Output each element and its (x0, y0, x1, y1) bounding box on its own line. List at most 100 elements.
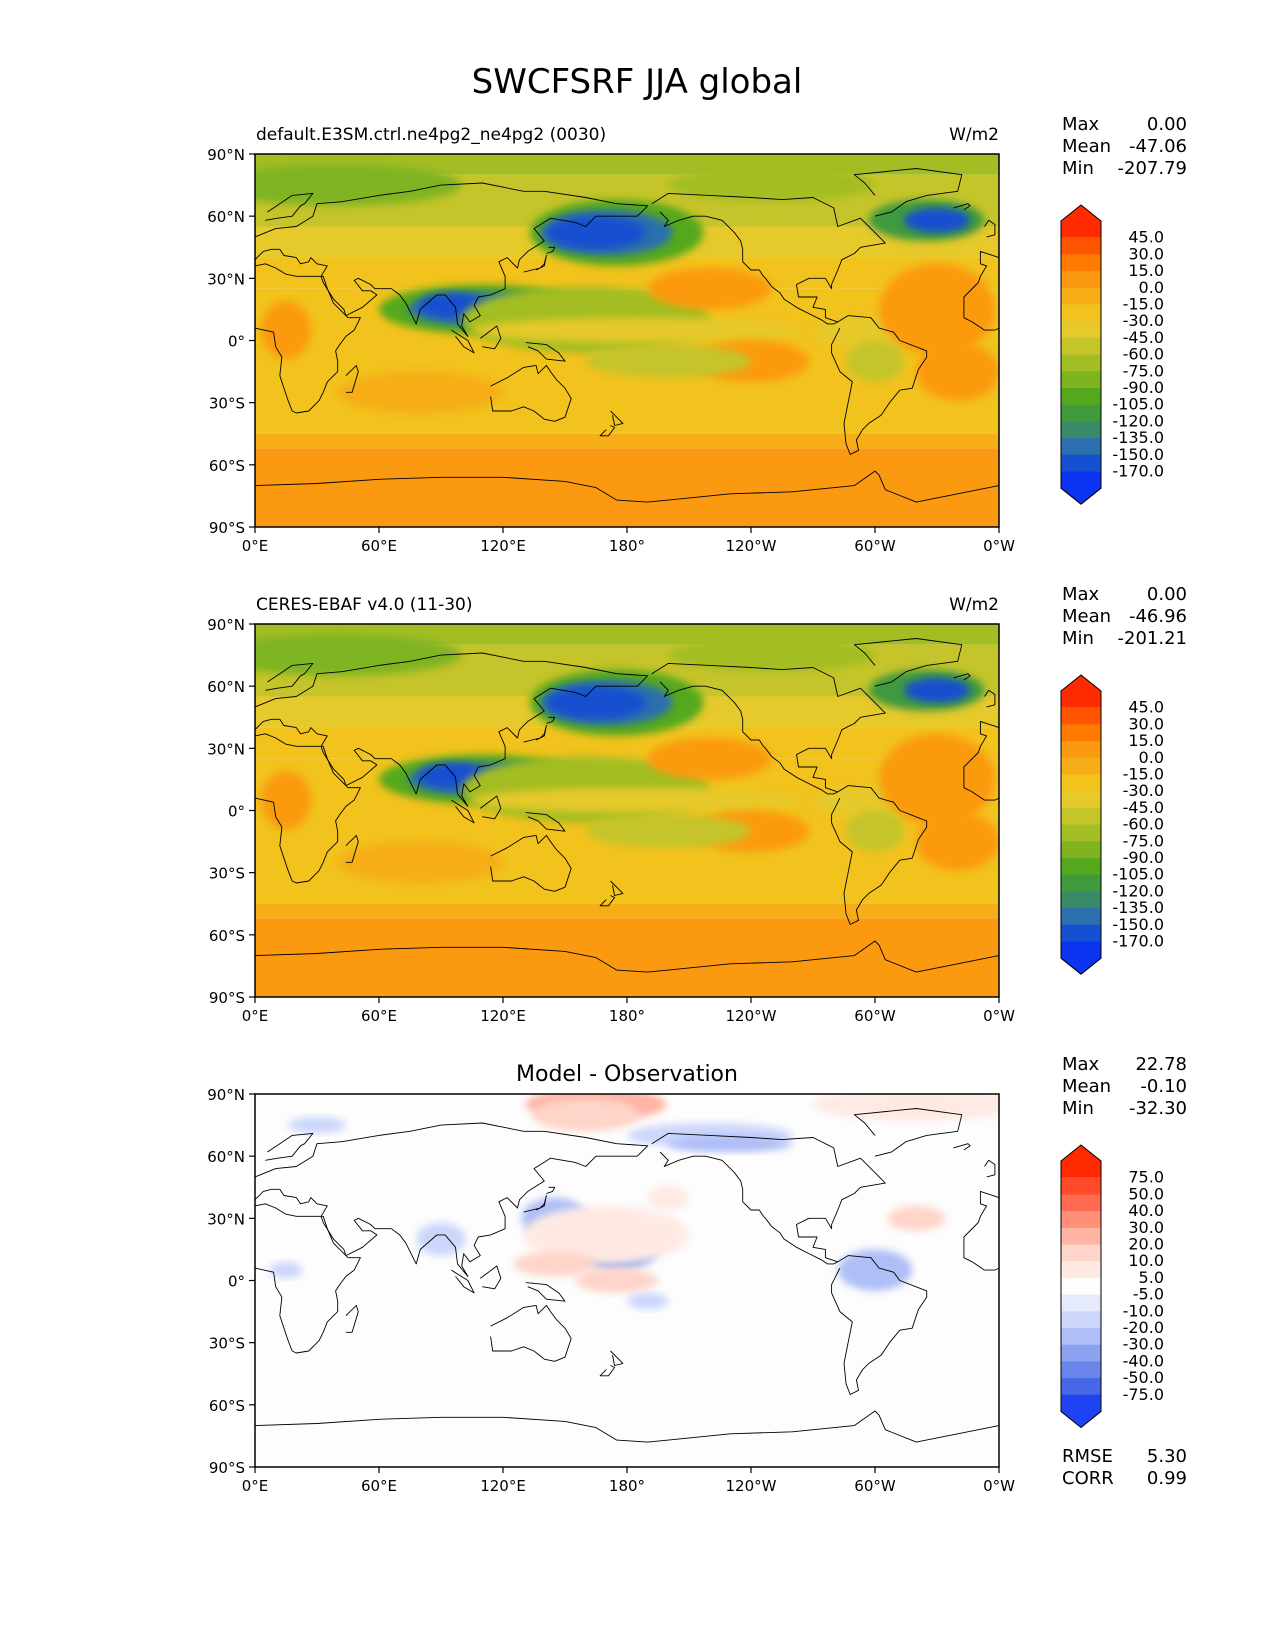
colorbar-tick-label: -30.0 (1123, 311, 1164, 330)
coastline-segment (345, 1304, 359, 1333)
colorbar-tick-label: -150.0 (1112, 915, 1164, 934)
contour-region (846, 810, 904, 852)
contour-region (585, 344, 751, 378)
colorbar-segment (1061, 254, 1101, 272)
colorbar-tick-label: -135.0 (1112, 898, 1164, 917)
metric-value: 0.99 (1147, 1468, 1187, 1489)
colorbar-segment (1061, 841, 1101, 859)
coastline-segment (480, 325, 502, 350)
coastline-segment (963, 720, 1000, 801)
colorbar-tick-label: 0.0 (1139, 748, 1164, 767)
colorbar-tick-label: -170.0 (1112, 462, 1164, 481)
metric-label: RMSE (1062, 1446, 1113, 1467)
coastline-segment (525, 342, 566, 362)
coastline-segment (490, 834, 572, 892)
lat-tick-label: 60°N (207, 1148, 245, 1166)
lat-tick-label: 0° (228, 1273, 245, 1291)
contour-band (255, 154, 999, 175)
colorbar-tick-label: -150.0 (1112, 445, 1164, 464)
contour-region (879, 263, 995, 356)
lat-tick-label: 90°S (209, 519, 245, 537)
contour-region (668, 638, 876, 672)
colorbar-tick-label: -75.0 (1123, 831, 1164, 850)
colorbar-segment (1061, 1294, 1101, 1312)
colorbar-segment (1061, 271, 1101, 289)
colorbar: 75.050.040.030.020.010.05.0-5.0-10.0-20.… (1060, 1144, 1164, 1429)
colorbar-tick-label: -105.0 (1112, 865, 1164, 884)
contour-region (916, 812, 999, 871)
colorbar: 45.030.015.00.0-15.0-30.0-45.0-60.0-75.0… (1060, 204, 1164, 505)
coastline-segment (651, 662, 886, 795)
colorbar-segment (1061, 1361, 1101, 1379)
contour-region (261, 771, 311, 830)
coastline-segment (599, 1365, 616, 1377)
coastline-segment (546, 716, 556, 724)
metric-value: 5.30 (1147, 1446, 1187, 1467)
coastline-segment (451, 1269, 475, 1294)
contour-band (255, 903, 999, 919)
coastline-segment (610, 1350, 624, 1366)
colorbar-segment (1061, 388, 1101, 406)
coastline-segment (963, 250, 1000, 331)
coastline-segment (525, 812, 566, 832)
panel-units: W/m2 (949, 595, 999, 615)
colorbar-tick-label: 45.0 (1128, 228, 1164, 247)
colorbar-segment (1061, 1227, 1101, 1245)
stats-value: -201.21 (1118, 628, 1187, 649)
coastline-segment (853, 168, 963, 217)
coastline-segment (254, 1410, 1000, 1443)
stats-value: -46.96 (1129, 606, 1187, 627)
contour-band (255, 433, 999, 449)
colorbar-segment (1061, 1311, 1101, 1329)
coastline-segment (490, 364, 572, 422)
colorbar-tick-label: -75.0 (1123, 361, 1164, 380)
colorbar-tick-label: 20.0 (1128, 1235, 1164, 1254)
lon-tick-label: 180° (609, 1007, 645, 1025)
coastline-segment (265, 192, 314, 221)
coastline-segment (525, 1282, 566, 1302)
panel-units: W/m2 (949, 125, 999, 145)
contour-region (416, 1222, 466, 1256)
colorbar-segment (1061, 1261, 1101, 1279)
lat-tick-label: 90°N (207, 1086, 245, 1104)
coastline-segment (651, 1132, 886, 1265)
contour-region (813, 1094, 999, 1121)
contour-region (887, 1205, 946, 1231)
coastline-segment (480, 795, 502, 820)
colorbar-tick-label: 30.0 (1128, 1218, 1164, 1237)
colorbar-segment (1061, 454, 1101, 472)
stats-value: 22.78 (1135, 1054, 1187, 1075)
lat-tick-label: 30°S (209, 395, 245, 413)
map-panel-difference: Model - Observation 90°N 60°N 30°N 0° 30°S 60… (207, 1054, 1187, 1495)
colorbar-segment (1061, 757, 1101, 775)
colorbar-tick-label: -15.0 (1123, 765, 1164, 784)
contour-band (255, 448, 999, 527)
lat-tick-label: 90°S (209, 1459, 245, 1477)
contour-region (288, 1116, 346, 1134)
colorbar-tick-label: -120.0 (1112, 411, 1164, 430)
coastline-segment (599, 425, 616, 437)
colorbar-segment (1061, 924, 1101, 942)
colorbar-segment (1061, 874, 1101, 892)
coastlines (254, 1108, 1000, 1443)
colorbar-tick-label: -50.0 (1123, 1368, 1164, 1387)
coastline-segment (254, 263, 361, 414)
stats-box: Max 0.00 Mean -46.96 Min -201.21 (1062, 584, 1187, 649)
colorbar-extend-min (1061, 471, 1101, 505)
colorbar-tick-label: -75.0 (1123, 1385, 1164, 1404)
contour-region (647, 737, 772, 780)
coastline-segment (254, 1122, 649, 1277)
metric-label: CORR (1062, 1468, 1114, 1489)
axes-ticks: 90°N 60°N 30°N 0° 30°S 60°S 90°S0°E 60°E 120°E 18… (207, 146, 1015, 555)
lon-tick-label: 0°W (983, 1007, 1015, 1025)
colorbar-segment (1061, 421, 1101, 439)
colorbar-segment (1061, 724, 1101, 742)
lon-tick-label: 60°W (854, 1477, 896, 1495)
colorbar-outline (1060, 204, 1102, 505)
lon-tick-label: 0°E (242, 1477, 269, 1495)
stats-label: Max (1062, 1054, 1100, 1075)
lon-tick-label: 180° (609, 537, 645, 555)
coastline-segment (953, 673, 971, 681)
colorbar-segment (1061, 858, 1101, 876)
colorbar-segment (1061, 321, 1101, 339)
